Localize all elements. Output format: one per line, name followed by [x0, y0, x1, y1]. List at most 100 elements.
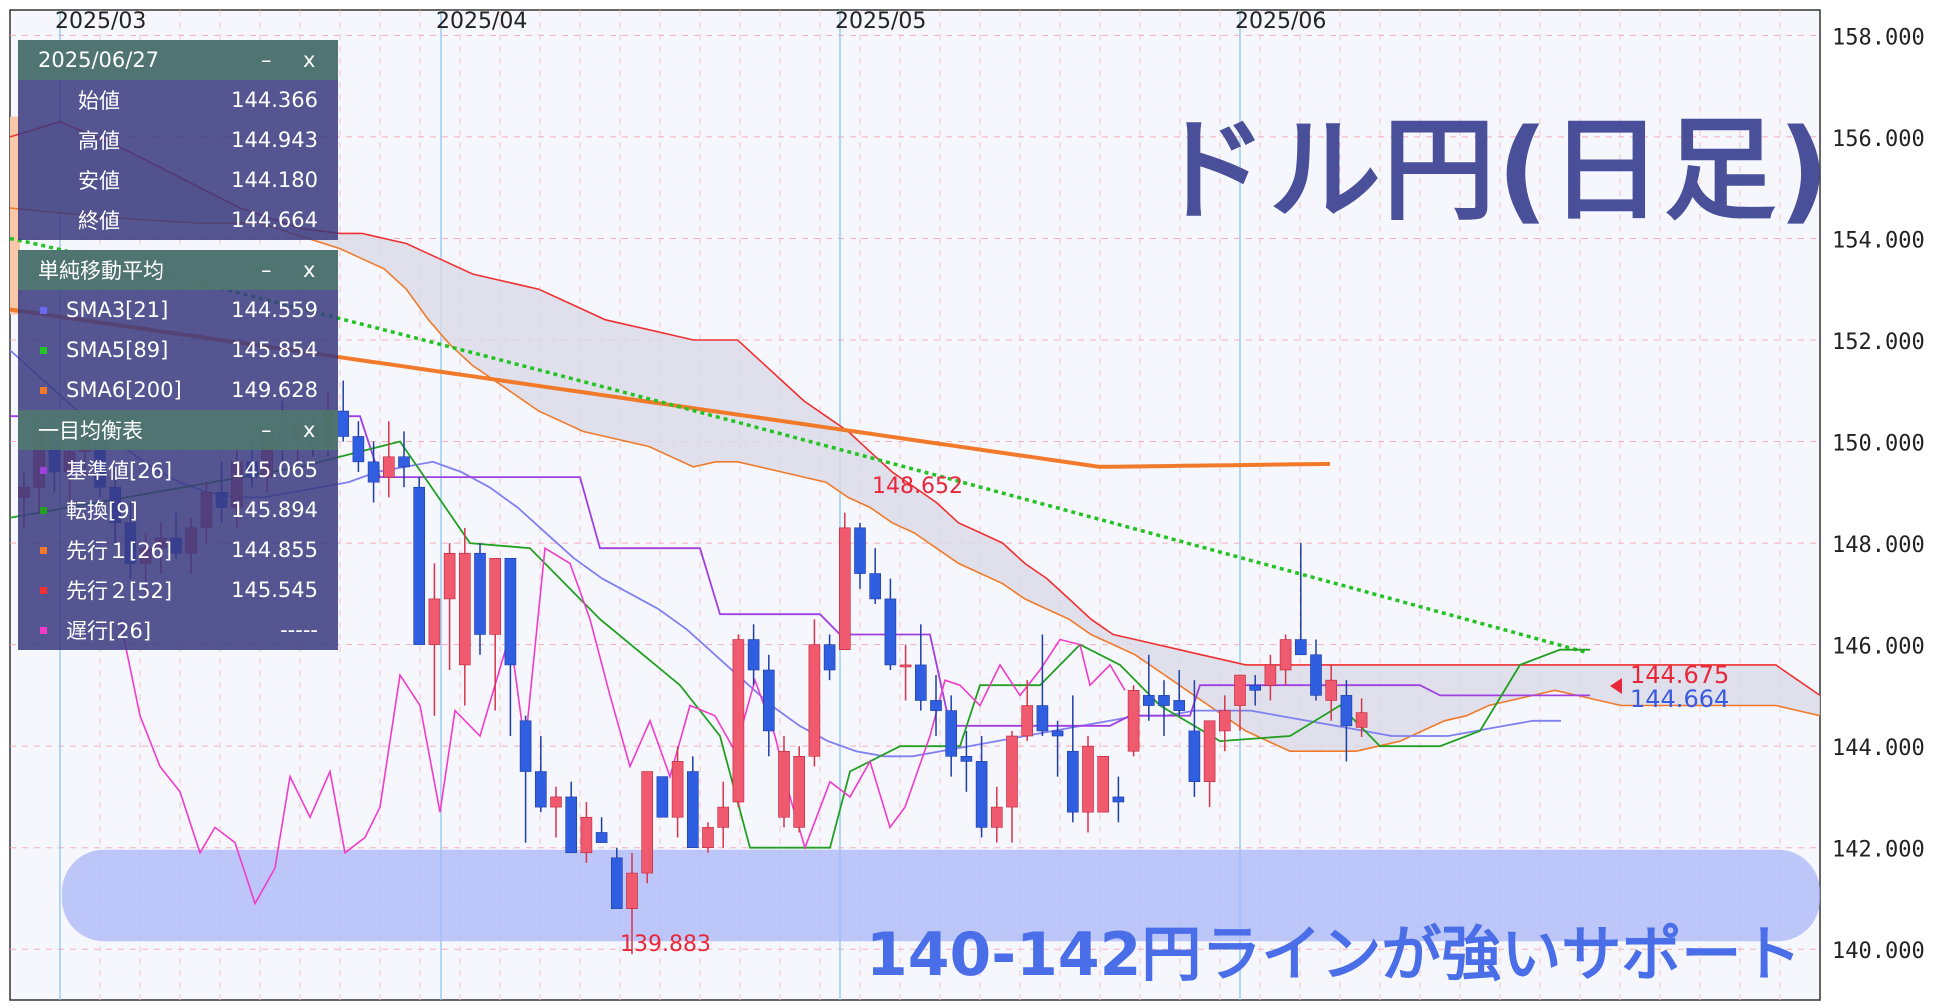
candle-body	[793, 756, 806, 828]
cloud-edge	[10, 116, 20, 315]
candle-body	[702, 827, 714, 848]
candle-body	[474, 552, 486, 635]
chikou-line	[119, 546, 1126, 906]
axis-labels: 158.000 156.000 154.000 152.000 150.000 148.0…	[55, 9, 1925, 964]
ohlc-label: 高値	[78, 129, 120, 153]
legend-swatch	[40, 307, 47, 314]
candle-body	[914, 664, 927, 701]
price-marker-icon	[1610, 678, 1622, 694]
close-icon[interactable]: x	[303, 48, 316, 72]
candle-body	[626, 872, 638, 909]
y-tick-label: 150.000	[1832, 432, 1925, 457]
candle-body	[671, 761, 684, 818]
ohlc-row: 安値 144.180	[18, 160, 338, 200]
candle-body	[398, 456, 410, 468]
ohlc-label: 安値	[78, 169, 120, 193]
ichimoku-value: -----	[280, 618, 318, 642]
candle-body	[1067, 750, 1079, 813]
y-tick-label: 146.000	[1832, 635, 1925, 660]
ohlc-label: 始値	[78, 89, 120, 113]
candle-body	[1082, 745, 1094, 813]
candle-body	[1355, 712, 1368, 728]
ichimoku-panel-header: 一目均衡表 – x	[18, 410, 338, 450]
chart-title: ドル円(日足)	[1155, 106, 1832, 236]
sma-row: SMA3[21] 144.559	[18, 290, 338, 330]
close-icon[interactable]: x	[303, 418, 316, 442]
tenkan-line	[9, 440, 1590, 849]
candle-body	[1310, 654, 1322, 696]
candle-body	[458, 552, 471, 666]
candle-body	[732, 639, 745, 803]
candle-body	[534, 771, 547, 808]
candle-body	[1158, 695, 1170, 706]
candle-body	[443, 552, 456, 600]
y-tick-label: 142.000	[1832, 838, 1925, 863]
ohlc-row: 高値 144.943	[18, 120, 338, 160]
ichimoku-value: 145.894	[231, 498, 318, 522]
candlesticks	[18, 380, 1368, 955]
candle-body	[1279, 639, 1292, 671]
legend-swatch	[40, 627, 47, 634]
ohlc-panel-header: 2025/06/27 – x	[18, 40, 338, 80]
ohlc-row: 終値 144.664	[18, 200, 338, 240]
y-tick-label: 154.000	[1832, 228, 1925, 253]
candle-body	[854, 527, 866, 574]
cloud-fill	[10, 121, 1820, 752]
candle-body	[1188, 730, 1201, 782]
candle-body	[1051, 730, 1064, 737]
support-band	[62, 849, 1820, 942]
sma-panel: 単純移動平均 – x SMA3[21] 144.559 SMA5[89] 145.85…	[18, 250, 338, 410]
ichimoku-value: 145.545	[231, 578, 318, 602]
sma-panel-header: 単純移動平均 – x	[18, 250, 338, 290]
candle-body	[428, 598, 441, 645]
candle-body	[1006, 735, 1018, 808]
ichimoku-label: 基準値[26]	[66, 459, 173, 483]
ichimoku-label: 先行２[52]	[66, 579, 173, 603]
ichimoku-cloud	[10, 116, 1820, 752]
candle-body	[382, 456, 395, 478]
candle-body	[489, 558, 502, 635]
candle-body	[1036, 705, 1049, 732]
candle-body	[1249, 684, 1261, 691]
candle-body	[1127, 690, 1140, 752]
y-tick-label: 144.000	[1832, 736, 1925, 761]
ichimoku-row: 転換[9] 145.894	[18, 490, 338, 530]
candle-body	[337, 410, 350, 437]
candle-body	[1173, 700, 1185, 711]
sma-value: 144.559	[231, 298, 318, 322]
candle-body	[1021, 705, 1034, 737]
support-annotation: 140-142円ラインが強いサポート	[866, 920, 1802, 990]
candle-body	[504, 558, 517, 666]
candle-body	[413, 486, 426, 645]
legend-swatch	[40, 507, 47, 514]
candle-body	[580, 816, 593, 854]
support-band-rect	[62, 849, 1820, 942]
sma-row: SMA6[200] 149.628	[18, 370, 338, 410]
minimize-icon[interactable]: –	[261, 418, 272, 442]
high-label: 148.652	[872, 474, 963, 499]
sma-label: SMA5[89]	[66, 338, 169, 362]
candle-body	[778, 750, 790, 818]
sma-value: 149.628	[231, 378, 318, 402]
candle-body	[595, 832, 608, 843]
minimize-icon[interactable]: –	[261, 258, 272, 282]
y-tick-label: 156.000	[1832, 127, 1925, 152]
candle-body	[1097, 756, 1109, 813]
candle-body	[945, 710, 958, 757]
close-icon[interactable]: x	[303, 258, 316, 282]
ohlc-value: 144.366	[231, 88, 318, 112]
candle-body	[899, 664, 912, 668]
ichimoku-label: 先行１[26]	[66, 539, 173, 563]
candle-body	[717, 806, 730, 828]
minimize-icon[interactable]: –	[261, 48, 272, 72]
candle-body	[686, 771, 699, 848]
ichimoku-value: 144.855	[231, 538, 318, 562]
candle-body	[1112, 796, 1125, 803]
ichimoku-value: 145.065	[231, 458, 318, 482]
x-tick-label: 2025/05	[835, 9, 926, 34]
candle-body	[641, 771, 654, 874]
sma-label: SMA3[21]	[66, 298, 169, 322]
candle-body	[975, 761, 988, 828]
ichimoku-row: 先行１[26] 144.855	[18, 530, 338, 570]
